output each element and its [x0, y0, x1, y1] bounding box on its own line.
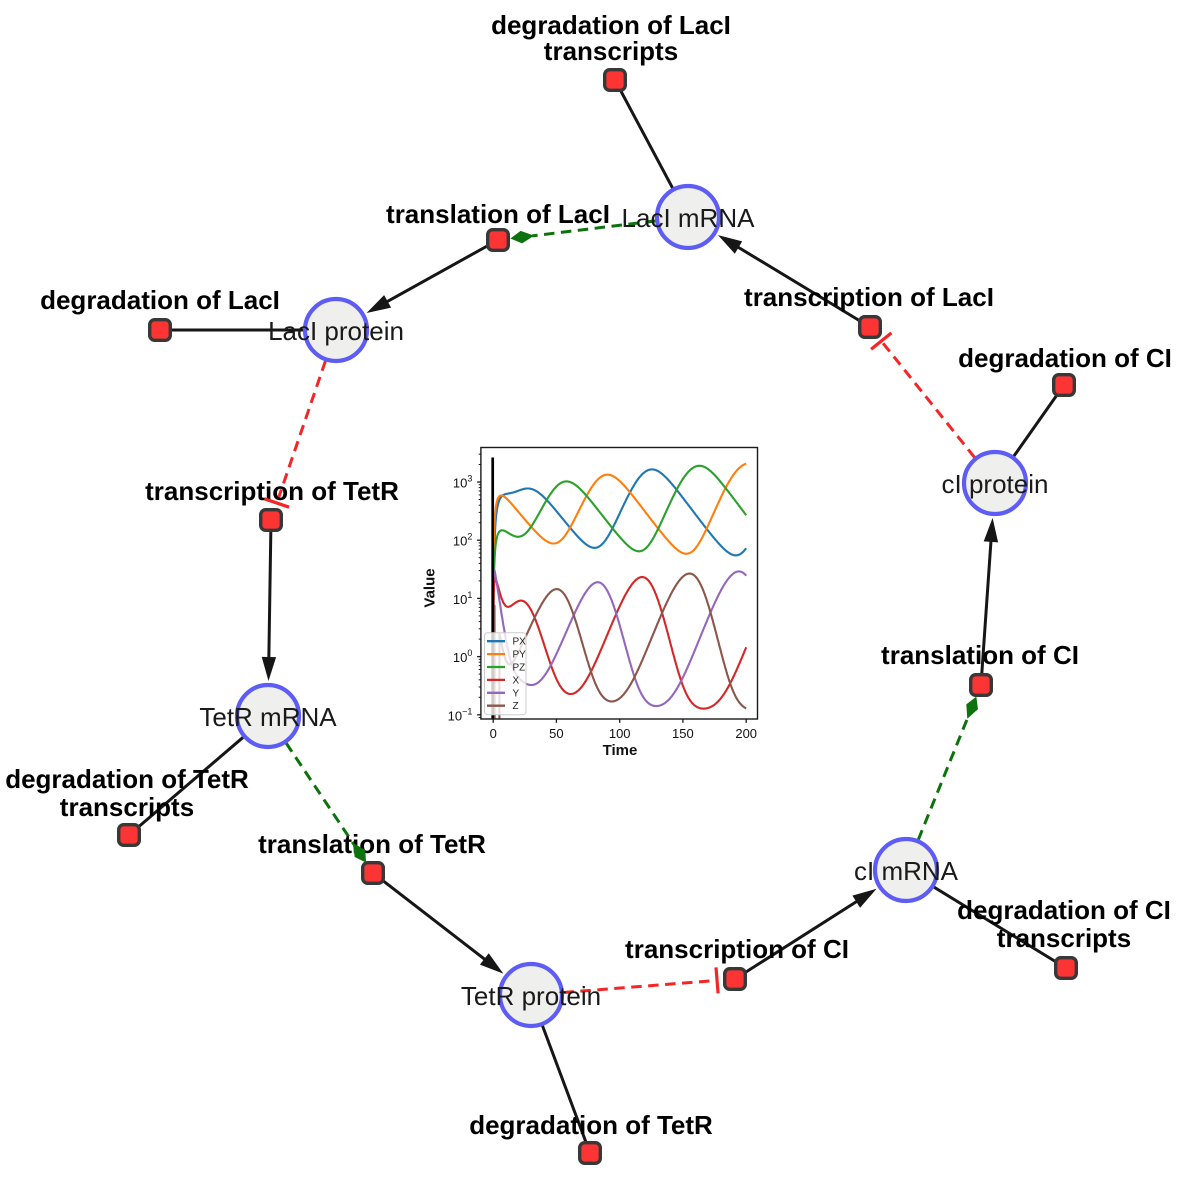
svg-text:transcripts: transcripts [997, 923, 1131, 953]
svg-text:LacI protein: LacI protein [268, 316, 404, 346]
svg-text:X: X [513, 675, 520, 686]
svg-text:PX: PX [513, 637, 527, 648]
svg-text:transcription of CI: transcription of CI [625, 934, 849, 964]
svg-text:50: 50 [549, 726, 563, 741]
svg-text:Time: Time [603, 742, 638, 759]
svg-text:TetR protein: TetR protein [461, 981, 601, 1011]
svg-text:PZ: PZ [513, 663, 526, 674]
svg-text:degradation of TetR: degradation of TetR [5, 764, 249, 794]
svg-text:cI protein: cI protein [942, 469, 1049, 499]
svg-text:cI mRNA: cI mRNA [854, 856, 959, 886]
svg-text:degradation of LacI: degradation of LacI [491, 10, 731, 40]
svg-text:degradation of TetR: degradation of TetR [469, 1110, 713, 1140]
svg-text:100: 100 [609, 726, 631, 741]
svg-text:degradation of CI: degradation of CI [957, 895, 1171, 925]
svg-text:150: 150 [672, 726, 694, 741]
svg-text:200: 200 [735, 726, 757, 741]
svg-text:Z: Z [513, 701, 519, 712]
svg-text:degradation of LacI: degradation of LacI [40, 285, 280, 315]
svg-text:LacI mRNA: LacI mRNA [622, 203, 756, 233]
svg-text:transcripts: transcripts [60, 792, 194, 822]
svg-text:translation of LacI: translation of LacI [386, 199, 610, 229]
svg-text:TetR mRNA: TetR mRNA [199, 702, 337, 732]
svg-text:translation of CI: translation of CI [881, 640, 1079, 670]
svg-text:0: 0 [490, 726, 497, 741]
svg-text:Value: Value [422, 568, 439, 607]
svg-text:Y: Y [513, 688, 520, 699]
svg-text:transcripts: transcripts [544, 36, 678, 66]
svg-text:translation of TetR: translation of TetR [258, 829, 486, 859]
svg-text:transcription of LacI: transcription of LacI [744, 282, 994, 312]
svg-text:degradation of CI: degradation of CI [958, 343, 1172, 373]
svg-text:PY: PY [513, 650, 527, 661]
